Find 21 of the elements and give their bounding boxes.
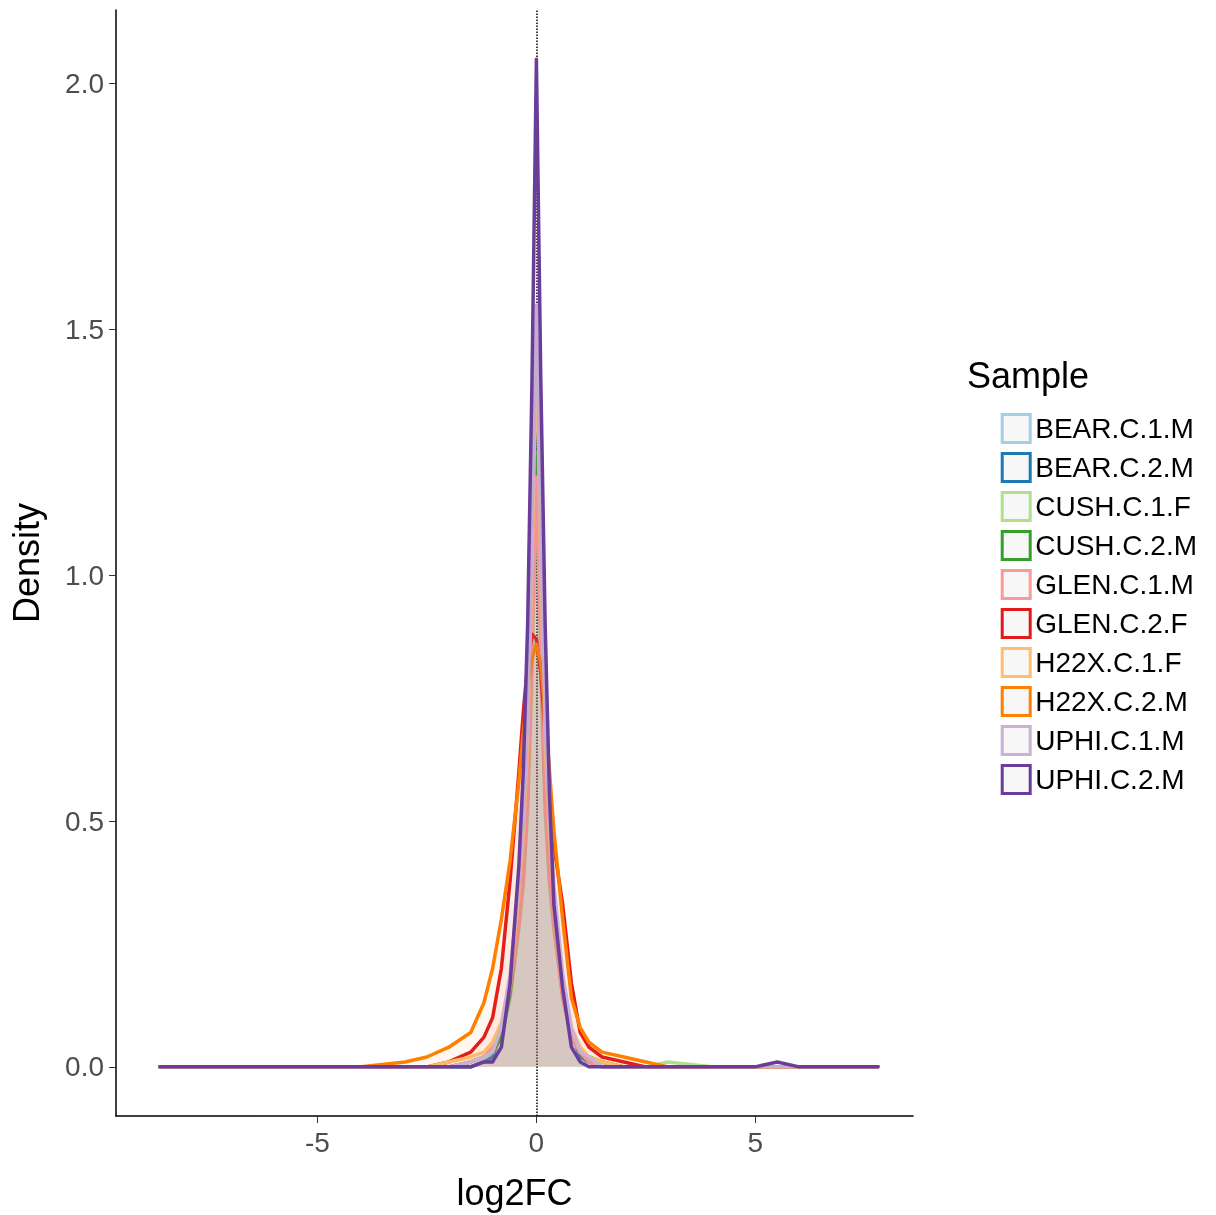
legend-title: Sample: [966, 354, 1089, 396]
y-tick-label: 0.5: [65, 805, 104, 837]
y-tick-label: 1.5: [65, 314, 104, 346]
x-tick-label: 5: [747, 1126, 764, 1158]
legend-label: UPHI.C.2.M: [1035, 764, 1185, 795]
legend-label: UPHI.C.1.M: [1035, 725, 1185, 756]
legend-label: GLEN.C.1.M: [1035, 569, 1194, 600]
legend-label: CUSH.C.2.M: [1035, 530, 1197, 561]
y-axis-title: Density: [5, 502, 47, 624]
y-tick-label: 2.0: [65, 68, 104, 100]
x-axis-title: log2FC: [456, 1171, 573, 1213]
legend-label: GLEN.C.2.F: [1035, 608, 1188, 639]
legend-label: CUSH.C.1.F: [1035, 491, 1191, 522]
legend-label: H22X.C.1.F: [1035, 647, 1182, 678]
y-tick-label: 1.0: [65, 559, 104, 591]
legend-label: BEAR.C.1.M: [1035, 413, 1194, 444]
legend-label: BEAR.C.2.M: [1035, 452, 1194, 483]
x-tick-label: 0: [528, 1126, 545, 1158]
x-tick-label: -5: [304, 1126, 330, 1158]
y-tick-label: 0.0: [65, 1051, 104, 1083]
legend-label: H22X.C.2.M: [1035, 686, 1188, 717]
